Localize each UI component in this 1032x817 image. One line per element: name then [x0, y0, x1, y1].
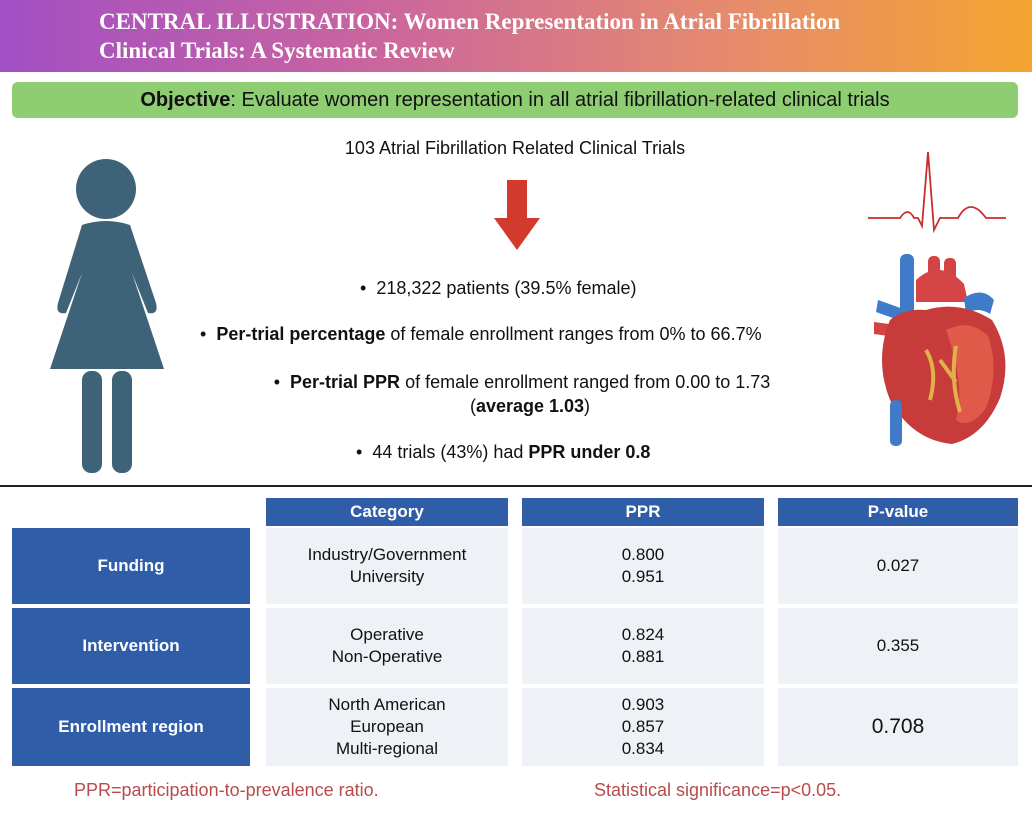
p-value: 0.355 — [876, 636, 920, 655]
ppr-value: 0.800 — [621, 545, 665, 564]
bullet-under-bold: PPR under 0.8 — [528, 442, 651, 462]
bullet-percentage-bold: Per-trial percentage — [216, 324, 386, 344]
bullet-percentage: • Per-trial percentage of female enrollm… — [200, 324, 762, 344]
trials-title: 103 Atrial Fibrillation Related Clinical… — [344, 138, 686, 158]
ppr-value: 0.903 — [621, 695, 665, 714]
bullet-patients: • 218,322 patients (39.5% female) — [360, 278, 637, 298]
col-header-pvalue: P-value — [778, 498, 1018, 526]
p-value: 0.027 — [876, 556, 920, 575]
objective-label: Objective — [140, 89, 231, 111]
cell-region-category: North American European Multi-regional — [266, 688, 508, 766]
woman-figure-icon — [50, 159, 164, 473]
category-value: European — [350, 717, 424, 736]
cell-intervention-category: Operative Non-Operative — [266, 608, 508, 684]
row-header-intervention: Intervention — [12, 608, 250, 684]
ppr-value: 0.857 — [621, 717, 665, 736]
category-value: Operative — [350, 625, 424, 644]
title-banner: CENTRAL ILLUSTRATION: Women Representati… — [0, 0, 1032, 72]
p-value: 0.708 — [871, 715, 925, 738]
category-value: Non-Operative — [331, 647, 443, 666]
bullet-percentage-text: of female enrollment ranges from 0% to 6… — [385, 324, 762, 344]
ppr-value: 0.881 — [621, 647, 665, 666]
bullet-ppr-text: of female enrollment ranged from 0.00 to… — [400, 372, 771, 392]
cell-funding-pvalue: 0.027 — [778, 528, 1018, 604]
cell-region-pvalue: 0.708 — [778, 688, 1018, 766]
bullet-ppr-bold: Per-trial PPR — [290, 372, 401, 392]
paren-open: ( — [469, 396, 476, 416]
paren-close: ) — [584, 396, 591, 416]
objective-bar: Objective: Evaluate women representation… — [12, 82, 1018, 118]
down-arrow-icon — [494, 180, 540, 250]
category-value: Industry/Government — [307, 545, 467, 564]
bullet-patients-text: 218,322 patients (39.5% female) — [376, 278, 637, 298]
row-header-enrollment-region: Enrollment region — [12, 688, 250, 766]
cell-region-ppr: 0.903 0.857 0.834 — [522, 688, 764, 766]
cell-intervention-pvalue: 0.355 — [778, 608, 1018, 684]
bullet-under: • 44 trials (43%) had PPR under 0.8 — [356, 442, 651, 462]
bullet-under-text: 44 trials (43%) had — [372, 442, 529, 462]
bullet-ppr-range: • Per-trial PPR of female enrollment ran… — [273, 372, 771, 416]
footnote-ppr-definition: PPR=participation-to-prevalence ratio. — [74, 780, 379, 800]
category-value: University — [349, 567, 425, 586]
ppr-value: 0.834 — [621, 739, 665, 758]
cell-intervention-ppr: 0.824 0.881 — [522, 608, 764, 684]
cell-funding-ppr: 0.800 0.951 — [522, 528, 764, 604]
title-line-1: CENTRAL ILLUSTRATION: Women Representati… — [99, 9, 841, 34]
heart-icon — [874, 254, 1006, 446]
bullet-ppr-average: average 1.03 — [475, 396, 585, 416]
heart-area — [868, 151, 1006, 446]
ppr-value: 0.824 — [621, 625, 665, 644]
footnote-significance: Statistical significance=p<0.05. — [594, 780, 842, 800]
col-header-category: Category — [266, 498, 508, 526]
col-header-ppr: PPR — [522, 498, 764, 526]
category-value: North American — [328, 695, 446, 714]
cell-funding-category: Industry/Government University — [266, 528, 508, 604]
row-header-funding: Funding — [12, 528, 250, 604]
section-divider — [0, 485, 1032, 487]
ppr-value: 0.951 — [621, 567, 665, 586]
title-line-2: Clinical Trials: A Systematic Review — [99, 38, 455, 63]
category-value: Multi-regional — [335, 739, 439, 758]
objective-text: : Evaluate women representation in all a… — [230, 89, 890, 111]
ecg-line-icon — [868, 151, 1006, 234]
